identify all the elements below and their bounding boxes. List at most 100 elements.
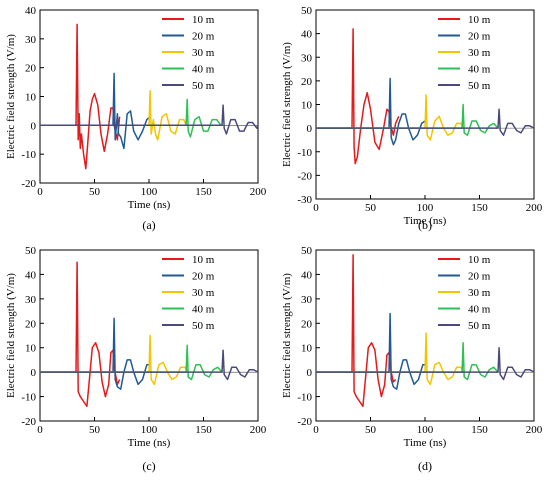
legend-entry: 10 m xyxy=(192,254,215,266)
legend-entry: 30 m xyxy=(192,287,215,299)
x-tick-label: 200 xyxy=(250,186,267,198)
y-tick-label: -10 xyxy=(297,147,312,159)
x-tick-label: 50 xyxy=(89,424,101,436)
panel-label: (c) xyxy=(142,459,155,473)
y-tick-label: 50 xyxy=(301,245,313,257)
y-tick-label: 40 xyxy=(301,29,313,41)
series-line-10m xyxy=(316,28,400,165)
y-tick-label: 10 xyxy=(25,92,37,104)
y-tick-label: -20 xyxy=(21,416,36,428)
y-tick-label: -20 xyxy=(297,170,312,182)
y-tick-label: 30 xyxy=(25,34,37,46)
plot-frame xyxy=(315,249,535,422)
series-line-40m xyxy=(40,98,224,138)
x-axis-label: Time (ns) xyxy=(128,199,171,211)
legend-entry: 30 m xyxy=(468,47,491,59)
y-axis-label: Electric field strength (V/m) xyxy=(5,34,17,159)
y-tick-label: 0 xyxy=(307,367,313,379)
legend-entry: 50 m xyxy=(468,320,491,332)
x-tick-label: 150 xyxy=(471,202,488,214)
plot-frame xyxy=(315,9,535,200)
y-axis-label: Electric field strength (V/m) xyxy=(5,273,17,398)
series-line-30m xyxy=(40,334,188,386)
legend-entry: 30 m xyxy=(468,287,491,299)
chart-panel-3: 0 50 100 150 200 -20 -10 0 10 20 30 40 50 Time (ns) El… xyxy=(5,245,267,473)
y-tick-label: 40 xyxy=(301,269,313,281)
series-line-10m xyxy=(40,261,121,408)
y-tick-label: 30 xyxy=(25,294,37,306)
series-line-20m xyxy=(316,77,426,146)
x-tick-label: 0 xyxy=(313,202,319,214)
y-tick-label: 10 xyxy=(25,343,37,355)
y-tick-label: -10 xyxy=(297,392,312,404)
y-tick-label: -20 xyxy=(21,178,36,190)
y-tick-label: 50 xyxy=(301,5,313,17)
y-tick-label: 50 xyxy=(25,245,37,257)
plot-frame xyxy=(39,249,259,422)
series-line-50m xyxy=(316,346,534,381)
x-tick-label: 200 xyxy=(250,424,267,436)
legend-entry: 20 m xyxy=(192,271,215,283)
legend-entry: 20 m xyxy=(192,31,215,43)
y-tick-label: -20 xyxy=(297,416,312,428)
y-tick-label: -30 xyxy=(297,194,312,206)
y-tick-label: -10 xyxy=(21,392,36,404)
chart-panel-1: 0 50 100 150 200 -20 -10 0 10 20 30 40 Time (ns) Elec… xyxy=(5,5,267,232)
panel-label: (b) xyxy=(418,218,432,232)
x-axis-label: Time (ns) xyxy=(404,215,447,227)
y-tick-label: 20 xyxy=(25,318,37,330)
series-line-50m xyxy=(40,349,258,381)
x-tick-label: 100 xyxy=(141,186,158,198)
series-line-40m xyxy=(40,344,223,381)
y-tick-label: 40 xyxy=(25,5,37,17)
panel-label: (d) xyxy=(418,459,432,473)
legend-entry: 10 m xyxy=(468,14,491,26)
plot-frame xyxy=(39,9,259,184)
x-axis-label: Time (ns) xyxy=(128,437,171,449)
y-tick-label: 0 xyxy=(307,123,313,135)
legend-entry: 30 m xyxy=(192,47,215,59)
legend-entry: 50 m xyxy=(192,80,215,92)
series-line-20m xyxy=(40,72,151,150)
x-tick-label: 0 xyxy=(313,424,319,436)
legend-entry: 50 m xyxy=(468,80,491,92)
chart-panel-2: 0 50 100 150 200 -30 -20 -10 0 10 20 30 40 50 Time (ns… xyxy=(281,5,543,232)
legend-entry: 20 m xyxy=(468,271,491,283)
y-axis-label: Electric field strength (V/m) xyxy=(281,42,293,167)
x-axis-label: Time (ns) xyxy=(404,437,447,449)
x-tick-label: 0 xyxy=(37,186,43,198)
legend-entry: 10 m xyxy=(468,254,491,266)
series-line-40m xyxy=(316,103,499,136)
x-tick-label: 150 xyxy=(195,186,212,198)
x-tick-label: 150 xyxy=(195,424,212,436)
legend-entry: 40 m xyxy=(468,304,491,316)
legend-entry: 50 m xyxy=(192,320,215,332)
legend-entry: 40 m xyxy=(192,304,215,316)
x-tick-label: 50 xyxy=(365,424,377,436)
y-tick-label: 20 xyxy=(25,63,37,75)
y-tick-label: 10 xyxy=(301,100,313,112)
legend-entry: 40 m xyxy=(192,64,215,76)
x-tick-label: 100 xyxy=(141,424,158,436)
y-tick-label: 30 xyxy=(301,52,313,64)
x-tick-label: 150 xyxy=(471,424,488,436)
legend-entry: 40 m xyxy=(468,64,491,76)
y-tick-label: 20 xyxy=(301,318,313,330)
series-line-20m xyxy=(316,312,427,390)
series-line-50m xyxy=(316,108,534,136)
y-tick-label: 40 xyxy=(25,269,37,281)
x-tick-label: 100 xyxy=(417,424,434,436)
series-line-10m xyxy=(40,23,121,170)
y-axis-label: Electric field strength (V/m) xyxy=(281,273,293,398)
series-line-40m xyxy=(316,342,499,381)
legend-entry: 10 m xyxy=(192,14,215,26)
x-tick-label: 0 xyxy=(37,424,43,436)
series-line-10m xyxy=(316,254,397,408)
series-line-20m xyxy=(40,317,151,390)
series-line-30m xyxy=(316,94,464,141)
legend-entry: 20 m xyxy=(468,31,491,43)
y-tick-label: 0 xyxy=(31,120,37,132)
series-line-50m xyxy=(40,104,258,135)
series-line-30m xyxy=(316,332,464,386)
